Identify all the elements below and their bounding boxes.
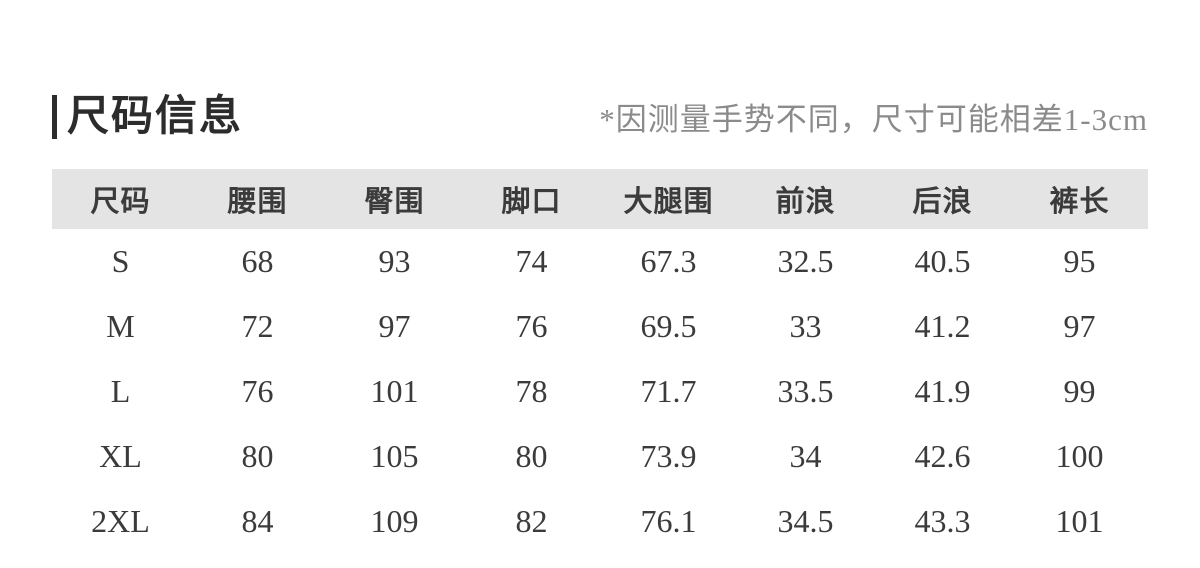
table-cell: 105 <box>370 438 419 475</box>
title-accent-bar <box>52 95 57 140</box>
table-row: XL 80 105 80 73.9 34 42.6 100 <box>52 424 1148 489</box>
table-cell: 33 <box>789 308 822 345</box>
table-cell: 43.3 <box>914 503 971 540</box>
table-cell: 34.5 <box>777 503 834 540</box>
table-cell: 74 <box>515 243 548 280</box>
table-cell: 100 <box>1055 438 1104 475</box>
table-cell: 76 <box>515 308 548 345</box>
header-cell: 臀围 <box>364 186 425 219</box>
table-cell: 34 <box>789 438 822 475</box>
table-cell: 67.3 <box>640 243 697 280</box>
header-cell: 裤长 <box>1049 186 1110 219</box>
table-body: S 68 93 74 67.3 32.5 40.5 95 M 72 97 76 69.5 33 41.2 97… <box>52 229 1148 554</box>
header-cell: 腰围 <box>227 186 288 219</box>
size-cell: 2XL <box>91 503 150 540</box>
header-cell: 尺码 <box>90 186 151 219</box>
table-cell: 78 <box>515 373 548 410</box>
size-cell: XL <box>99 438 142 475</box>
size-info-section: 尺码信息 *因测量手势不同，尺寸可能相差1-3cm 尺码 腰围 臀围 脚口 大腿围 前浪 后… <box>52 93 1148 554</box>
table-cell: 97 <box>1063 308 1096 345</box>
page-title: 尺码信息 <box>67 94 244 140</box>
table-row: S 68 93 74 67.3 32.5 40.5 95 <box>52 229 1148 294</box>
table-cell: 76 <box>241 373 274 410</box>
table-header-row: 尺码 腰围 臀围 脚口 大腿围 前浪 后浪 裤长 <box>52 169 1148 230</box>
header-cell: 后浪 <box>912 186 973 219</box>
table-cell: 80 <box>241 438 274 475</box>
size-cell: M <box>106 308 135 345</box>
table-cell: 68 <box>241 243 274 280</box>
table-row: L 76 101 78 71.7 33.5 41.9 99 <box>52 359 1148 424</box>
title-wrap: 尺码信息 <box>52 93 243 141</box>
table-cell: 72 <box>241 308 274 345</box>
table-cell: 109 <box>370 503 419 540</box>
table-cell: 101 <box>1055 503 1104 540</box>
table-cell: 73.9 <box>640 438 697 475</box>
table-cell: 82 <box>515 503 548 540</box>
section-header: 尺码信息 *因测量手势不同，尺寸可能相差1-3cm <box>52 93 1148 141</box>
measurement-note: *因测量手势不同，尺寸可能相差1-3cm <box>599 102 1148 138</box>
table-cell: 69.5 <box>640 308 697 345</box>
table-row: M 72 97 76 69.5 33 41.2 97 <box>52 294 1148 359</box>
table-cell: 32.5 <box>777 243 834 280</box>
table-cell: 101 <box>370 373 419 410</box>
table-cell: 80 <box>515 438 548 475</box>
table-cell: 42.6 <box>914 438 971 475</box>
size-table: 尺码 腰围 臀围 脚口 大腿围 前浪 后浪 裤长 S 68 93 74 67.3 32.5 40.5 95 M… <box>52 169 1148 554</box>
table-cell: 97 <box>378 308 411 345</box>
table-cell: 93 <box>378 243 411 280</box>
table-cell: 41.2 <box>914 308 971 345</box>
table-cell: 71.7 <box>640 373 697 410</box>
table-cell: 41.9 <box>914 373 971 410</box>
size-cell: L <box>110 373 131 410</box>
table-cell: 84 <box>241 503 274 540</box>
header-cell: 大腿围 <box>623 186 714 219</box>
table-cell: 95 <box>1063 243 1096 280</box>
table-cell: 40.5 <box>914 243 971 280</box>
size-cell: S <box>111 243 130 280</box>
table-cell: 76.1 <box>640 503 697 540</box>
table-row: 2XL 84 109 82 76.1 34.5 43.3 101 <box>52 489 1148 554</box>
table-cell: 99 <box>1063 373 1096 410</box>
header-cell: 脚口 <box>501 186 562 219</box>
table-cell: 33.5 <box>777 373 834 410</box>
header-cell: 前浪 <box>775 186 836 219</box>
